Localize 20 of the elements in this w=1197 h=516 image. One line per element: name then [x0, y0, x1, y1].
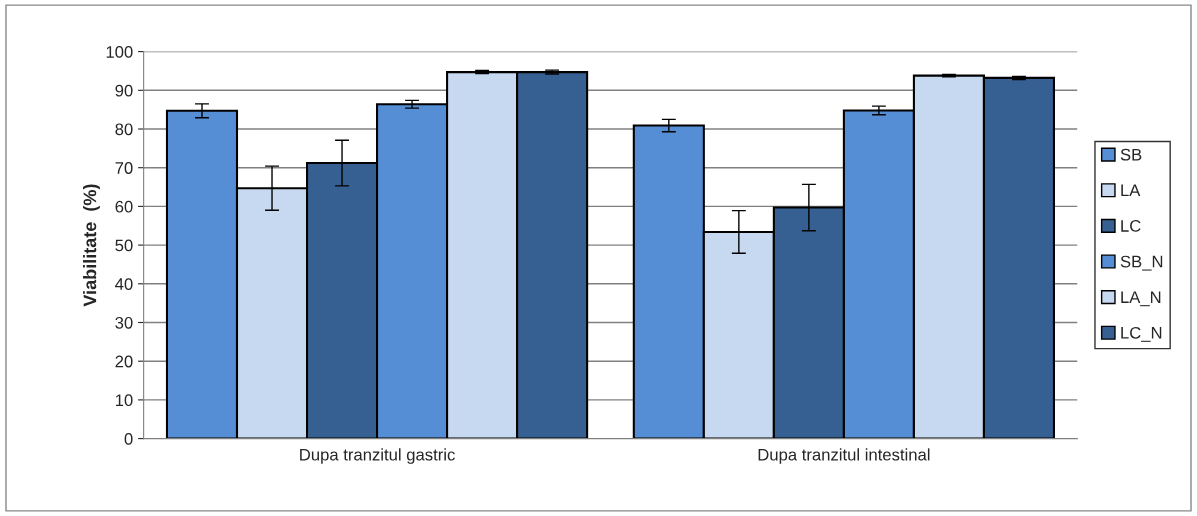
legend-label: SB_N [1120, 255, 1163, 271]
y-tick-label: 50 [115, 239, 133, 252]
x-tick-label: Dupa tranzitul intestinal [758, 448, 930, 464]
legend-label: SB [1120, 148, 1142, 161]
y-tick-label: 100 [106, 46, 133, 58]
legend-label: LC [1121, 220, 1141, 232]
legend-label: LA_N [1121, 291, 1161, 307]
y-tick-label: 90 [115, 84, 133, 97]
y-tick-label: 10 [115, 394, 133, 407]
x-tick-label: Dupa tranzitul gastric [300, 448, 455, 464]
legend-label: LC_N [1121, 326, 1162, 342]
y-axis-title: Viabilitate (%) [83, 184, 100, 307]
y-tick-label: 80 [115, 123, 133, 136]
legend-label: LA [1121, 184, 1141, 197]
y-tick-label: 70 [115, 162, 133, 174]
y-tick-label: 60 [115, 200, 133, 213]
y-tick-label: 20 [115, 355, 133, 368]
y-tick-label: 0 [124, 433, 133, 445]
y-tick-label: 30 [115, 316, 133, 329]
y-tick-label: 40 [115, 278, 133, 290]
